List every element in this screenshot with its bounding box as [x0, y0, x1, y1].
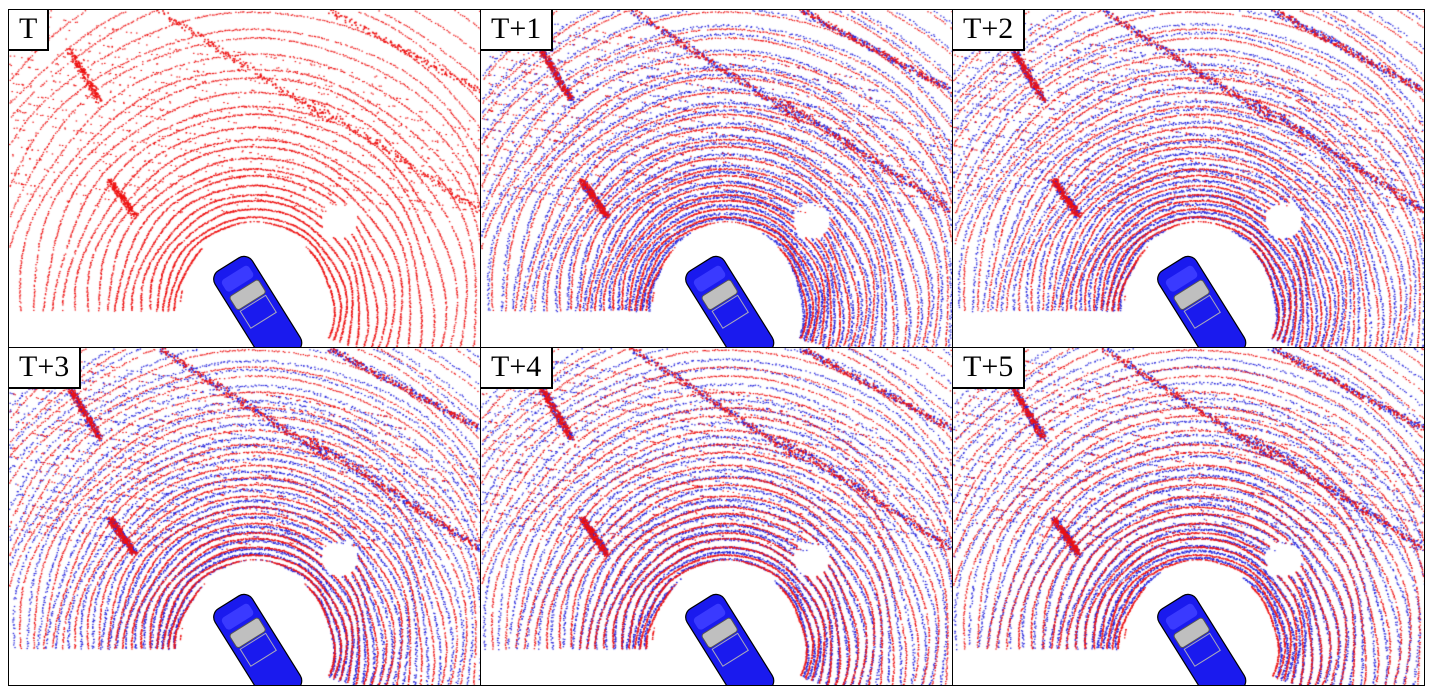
frame-label: T [9, 10, 50, 51]
frame-label: T+3 [9, 348, 82, 389]
point-cloud-canvas [481, 10, 952, 347]
frame-panel-t4: T+4 [481, 348, 952, 685]
frame-panel-t: T [9, 10, 480, 347]
point-cloud-canvas [9, 10, 480, 347]
frame-panel-t2: T+2 [953, 10, 1424, 347]
frame-label: T+2 [953, 10, 1026, 51]
point-cloud-canvas [953, 348, 1424, 685]
frame-panel-t1: T+1 [481, 10, 952, 347]
frame-label: T+1 [481, 10, 554, 51]
lidar-frame-grid: T T+1 T+2 T+3 T+4 T+5 [8, 9, 1425, 686]
point-cloud-canvas [9, 348, 480, 685]
point-cloud-canvas [953, 10, 1424, 347]
frame-label: T+5 [953, 348, 1026, 389]
frame-panel-t5: T+5 [953, 348, 1424, 685]
frame-panel-t3: T+3 [9, 348, 480, 685]
frame-label: T+4 [481, 348, 554, 389]
point-cloud-canvas [481, 348, 952, 685]
